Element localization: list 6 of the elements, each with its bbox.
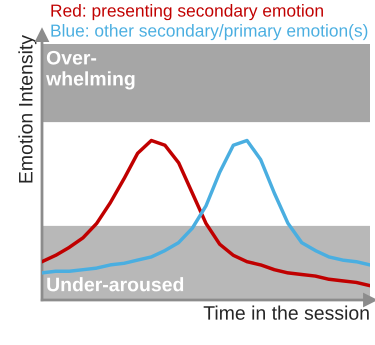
band-label: Over- whelming (46, 50, 134, 90)
chart-subtitle: Blue: other secondary/primary emotion(s) (51, 24, 368, 40)
x-axis-title: Time in the session (204, 306, 369, 320)
band-label: Under-aroused (47, 277, 184, 292)
chart-title: Red: presenting secondary emotion (51, 4, 323, 20)
y-axis-title: Emotion Intensity (18, 35, 36, 183)
